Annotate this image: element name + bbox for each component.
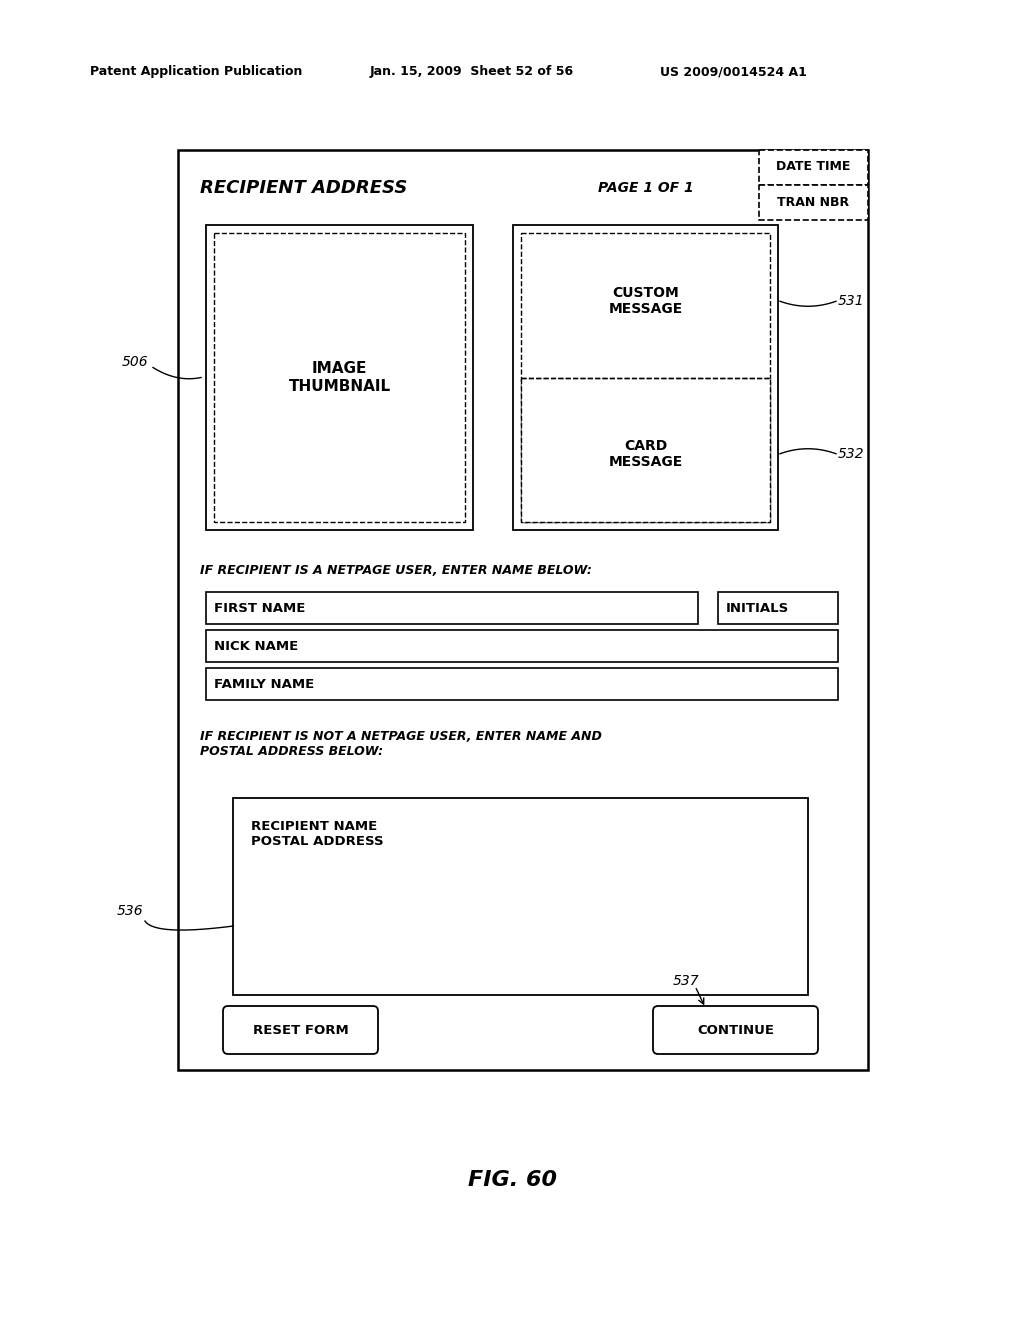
Text: Patent Application Publication: Patent Application Publication [90, 66, 302, 78]
Text: 537: 537 [673, 974, 699, 987]
Text: RESET FORM: RESET FORM [253, 1023, 348, 1036]
Bar [759, 150, 868, 185]
Bar [206, 224, 473, 531]
Text: PAGE 1 OF 1: PAGE 1 OF 1 [598, 181, 693, 195]
Text: IF RECIPIENT IS A NETPAGE USER, ENTER NAME BELOW:: IF RECIPIENT IS A NETPAGE USER, ENTER NA… [200, 564, 592, 577]
Text: US 2009/0014524 A1: US 2009/0014524 A1 [660, 66, 807, 78]
Bar [233, 799, 808, 995]
Text: FIRST NAME: FIRST NAME [214, 602, 305, 615]
Text: 531: 531 [838, 294, 864, 309]
Bar [759, 185, 868, 220]
Text: DATE TIME: DATE TIME [776, 161, 851, 173]
Text: FAMILY NAME: FAMILY NAME [214, 677, 314, 690]
Text: CARD
MESSAGE: CARD MESSAGE [608, 438, 683, 469]
Text: Jan. 15, 2009  Sheet 52 of 56: Jan. 15, 2009 Sheet 52 of 56 [370, 66, 574, 78]
FancyBboxPatch shape [653, 1006, 818, 1053]
Bar [178, 150, 868, 1071]
Text: TRAN NBR: TRAN NBR [777, 195, 850, 209]
Text: INITIALS: INITIALS [726, 602, 790, 615]
Text: CONTINUE: CONTINUE [697, 1023, 774, 1036]
FancyBboxPatch shape [223, 1006, 378, 1053]
Text: IMAGE
THUMBNAIL: IMAGE THUMBNAIL [289, 362, 390, 393]
Bar [521, 378, 770, 521]
Text: RECIPIENT NAME
POSTAL ADDRESS: RECIPIENT NAME POSTAL ADDRESS [251, 820, 384, 847]
Bar [206, 591, 698, 624]
Text: 506: 506 [122, 355, 148, 370]
Bar [521, 234, 770, 521]
Bar [206, 630, 838, 663]
Text: IF RECIPIENT IS NOT A NETPAGE USER, ENTER NAME AND
POSTAL ADDRESS BELOW:: IF RECIPIENT IS NOT A NETPAGE USER, ENTE… [200, 730, 602, 758]
Text: CUSTOM
MESSAGE: CUSTOM MESSAGE [608, 286, 683, 317]
Text: FIG. 60: FIG. 60 [468, 1170, 556, 1191]
Text: 536: 536 [117, 904, 143, 917]
Bar [214, 234, 465, 521]
Bar [206, 668, 838, 700]
Text: NICK NAME: NICK NAME [214, 639, 298, 652]
Text: 532: 532 [838, 446, 864, 461]
Text: RECIPIENT ADDRESS: RECIPIENT ADDRESS [200, 180, 408, 197]
Bar [513, 224, 778, 531]
Bar [718, 591, 838, 624]
